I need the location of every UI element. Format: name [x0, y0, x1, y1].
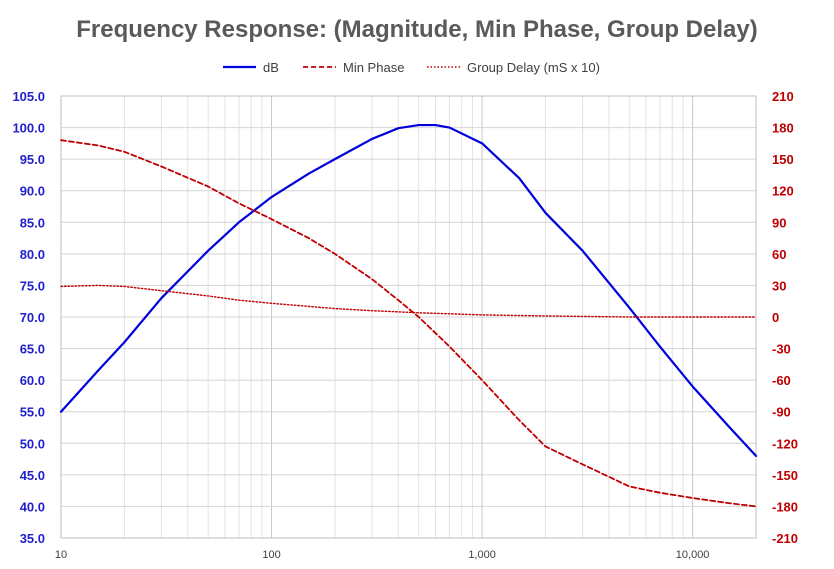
series-line-group-delay-ms-x-10 [60, 284, 757, 318]
y-right-tick-label: 60 [772, 247, 786, 262]
y-left-tick-label: 90.0 [20, 184, 45, 199]
y-right-tick-label: 30 [772, 278, 786, 293]
y-right-tick-label: -120 [772, 436, 798, 451]
legend-label-min-phase: Min Phase [343, 60, 404, 75]
y-left-tick-label: 65.0 [20, 342, 45, 357]
legend-label-db: dB [263, 60, 279, 75]
y-left-tick-label: 60.0 [20, 373, 45, 388]
y-left-tick-label: 75.0 [20, 278, 45, 293]
y-left-tick-label: 105.0 [12, 89, 45, 104]
y-right-tick-label: -60 [772, 373, 791, 388]
tick-labels: 35.0 40.0 45.0 50.0 55.0 60.0 65.0 70.0 75.0 80.0… [12, 89, 798, 561]
y-right-tick-label: 120 [772, 184, 794, 199]
x-tick-label: 10 [55, 549, 67, 561]
y-right-tick-label: -90 [772, 405, 791, 420]
y-left-tick-label: 40.0 [20, 499, 45, 514]
y-left-tick-label: 35.0 [20, 531, 45, 546]
y-right-tick-label: -30 [772, 342, 791, 357]
y-left-tick-label: 50.0 [20, 436, 45, 451]
y-left-tick-label: 80.0 [20, 247, 45, 262]
y-left-tick-label: 100.0 [12, 121, 45, 136]
y-right-tick-label: -180 [772, 499, 798, 514]
y-left-tick-label: 55.0 [20, 405, 45, 420]
y-right-tick-label: 180 [772, 121, 794, 136]
x-tick-label: 10,000 [676, 549, 710, 561]
y-right-tick-label: 150 [772, 152, 794, 167]
series-line-min-phase [60, 139, 757, 508]
y-right-tick-label: -150 [772, 468, 798, 483]
y-left-tick-label: 70.0 [20, 310, 45, 325]
y-right-tick-label: 210 [772, 89, 794, 104]
legend-label-group-delay-ms-x-10: Group Delay (mS x 10) [467, 60, 600, 75]
x-tick-label: 100 [262, 549, 280, 561]
y-right-tick-label: -210 [772, 531, 798, 546]
y-left-tick-label: 45.0 [20, 468, 45, 483]
y-left-tick-label: 85.0 [20, 215, 45, 230]
y-right-tick-label: 90 [772, 215, 786, 230]
y-left-tick-label: 95.0 [20, 152, 45, 167]
plot-area-border [60, 95, 757, 539]
chart-title: Frequency Response: (Magnitude, Min Phas… [76, 16, 757, 43]
x-tick-label: 1,000 [468, 549, 496, 561]
series-line-db [59, 123, 758, 458]
y-right-tick-label: 0 [772, 310, 779, 325]
grid-lines [60, 95, 757, 539]
series-lines [59, 123, 758, 508]
chart-legend: dB Min Phase Group Delay (mS x 10) [223, 60, 600, 75]
